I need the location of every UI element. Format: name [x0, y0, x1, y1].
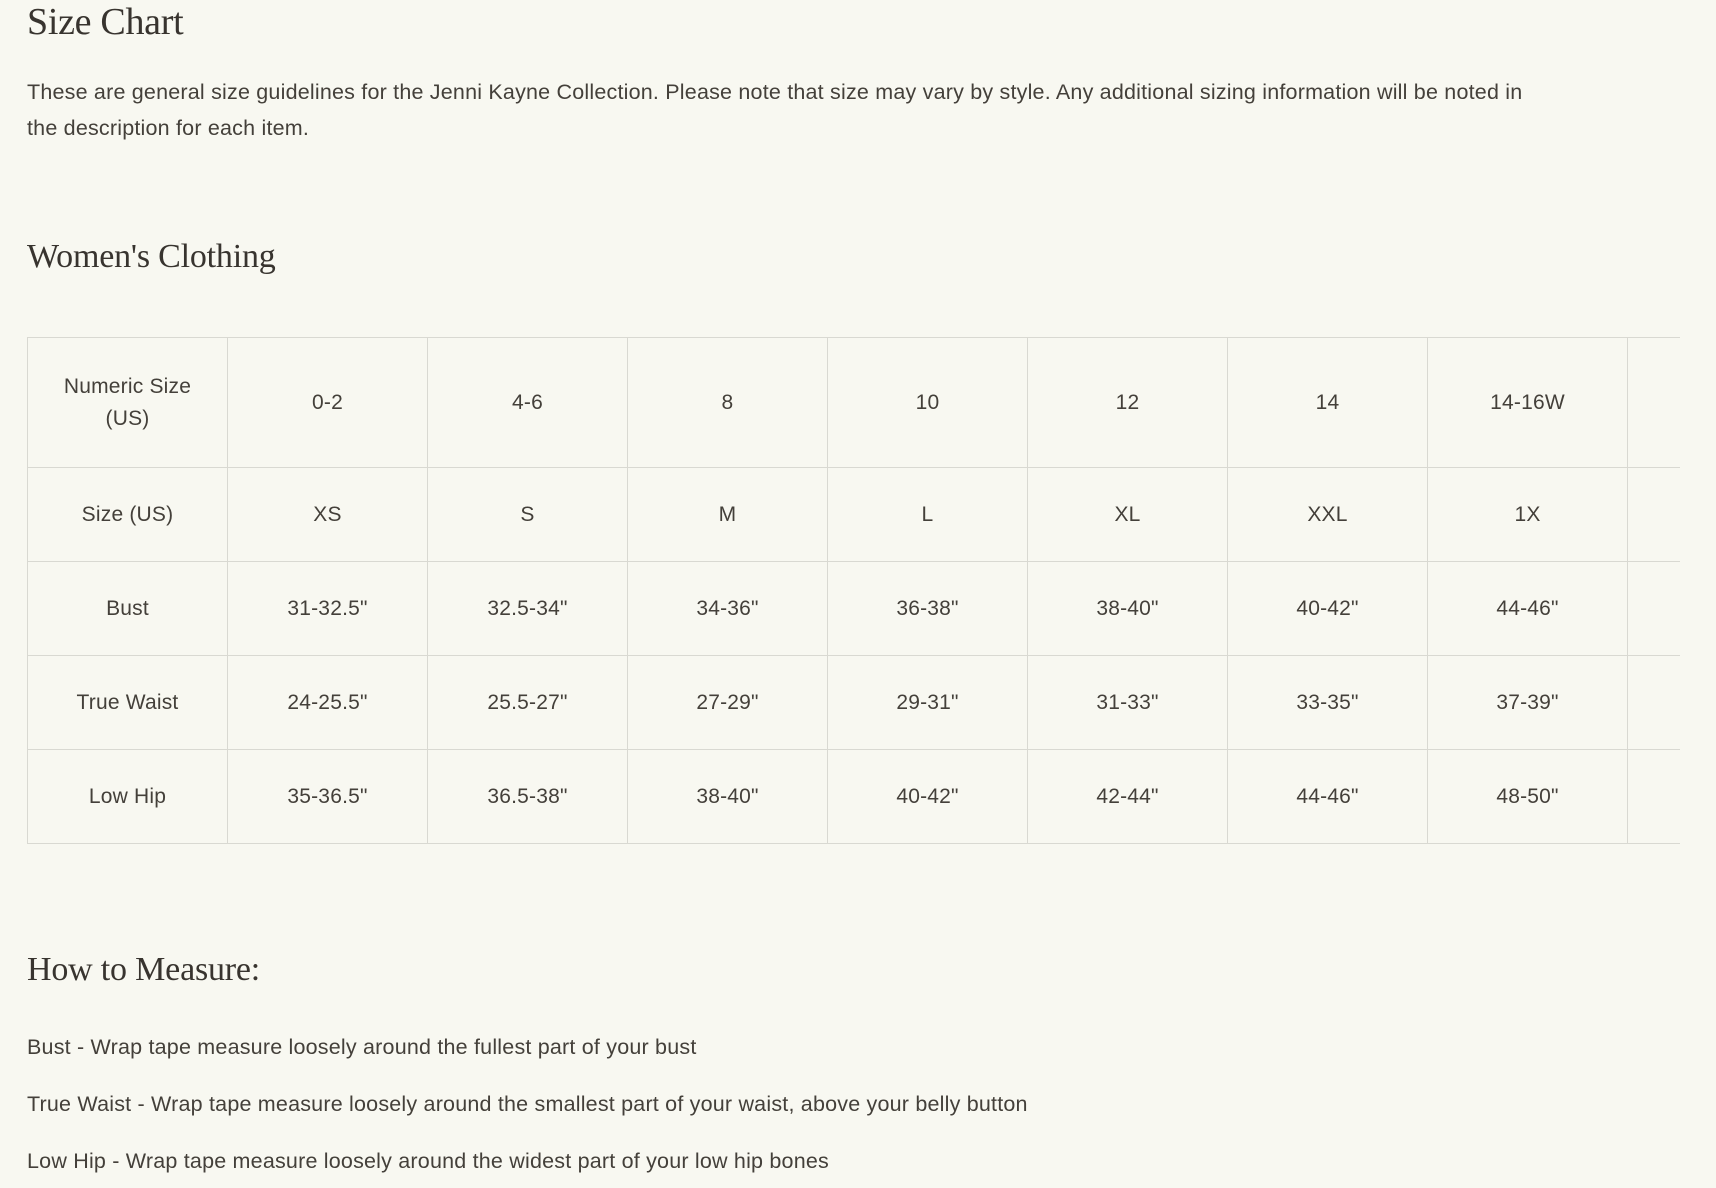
size-value-cell: XL [1027, 467, 1228, 562]
size-value-cell: 27-29" [627, 655, 828, 750]
size-value-cell: L [827, 467, 1028, 562]
size-value-cell: 1X [1427, 467, 1628, 562]
size-value-cell: 35-36.5" [227, 749, 428, 844]
size-value-cell: 10 [827, 337, 1028, 468]
section-heading-womens-clothing: Women's Clothing [27, 238, 276, 275]
size-value-cell: 14 [1227, 337, 1428, 468]
measure-instruction-bust: Bust - Wrap tape measure loosely around … [27, 1035, 697, 1059]
section-heading-how-to-measure: How to Measure: [27, 951, 261, 988]
size-value-cell: 36-38" [827, 561, 1028, 656]
size-table-container: Numeric Size (US) 0-2 4-6 8 10 12 14 14-16W Size… [27, 337, 1680, 844]
table-row: True Waist 24-25.5" 25.5-27" 27-29" 29-31" 31… [27, 655, 1680, 750]
size-value-cell: 32.5-34" [427, 561, 628, 656]
size-value-cell: M [627, 467, 828, 562]
size-value-cell [1627, 749, 1680, 844]
size-value-cell: XS [227, 467, 428, 562]
size-value-cell: 38-40" [627, 749, 828, 844]
intro-text: These are general size guidelines for th… [27, 80, 1523, 140]
size-value-cell [1627, 337, 1680, 468]
size-value-cell: 40-42" [827, 749, 1028, 844]
size-value-cell: 44-46" [1427, 561, 1628, 656]
womens-size-table-body: Numeric Size (US) 0-2 4-6 8 10 12 14 14-16W Size… [27, 337, 1680, 844]
size-value-cell: 36.5-38" [427, 749, 628, 844]
table-row: Size (US) XS S M L XL XXL 1X [27, 467, 1680, 562]
table-row: Low Hip 35-36.5" 36.5-38" 38-40" 40-42" 42-44… [27, 749, 1680, 844]
row-label-cell: Bust [27, 561, 228, 656]
size-value-cell: 31-32.5" [227, 561, 428, 656]
page-title: Size Chart [27, 1, 184, 43]
size-value-cell [1627, 467, 1680, 562]
size-value-cell: 8 [627, 337, 828, 468]
size-value-cell: 14-16W [1427, 337, 1628, 468]
size-value-cell: 37-39" [1427, 655, 1628, 750]
table-row: Numeric Size (US) 0-2 4-6 8 10 12 14 14-16W [27, 337, 1680, 468]
measure-instruction-true-waist: True Waist - Wrap tape measure loosely a… [27, 1092, 1028, 1116]
size-value-cell: 29-31" [827, 655, 1028, 750]
table-row: Bust 31-32.5" 32.5-34" 34-36" 36-38" 38-40" 40… [27, 561, 1680, 656]
row-label-cell: Low Hip [27, 749, 228, 844]
womens-size-table: Numeric Size (US) 0-2 4-6 8 10 12 14 14-16W Size… [27, 337, 1680, 844]
size-value-cell: 48-50" [1427, 749, 1628, 844]
size-value-cell [1627, 655, 1680, 750]
size-value-cell: 33-35" [1227, 655, 1428, 750]
size-value-cell [1627, 561, 1680, 656]
row-label-cell: Numeric Size (US) [27, 337, 228, 468]
size-value-cell: 0-2 [227, 337, 428, 468]
size-value-cell: S [427, 467, 628, 562]
size-value-cell: 24-25.5" [227, 655, 428, 750]
measure-instructions: Bust - Wrap tape measure loosely around … [27, 1034, 1716, 1174]
size-value-cell: 42-44" [1027, 749, 1228, 844]
size-value-cell: 38-40" [1027, 561, 1228, 656]
size-value-cell: 12 [1027, 337, 1228, 468]
row-label-cell: Size (US) [27, 467, 228, 562]
row-label-cell: True Waist [27, 655, 228, 750]
size-value-cell: 25.5-27" [427, 655, 628, 750]
measure-instruction-low-hip: Low Hip - Wrap tape measure loosely arou… [27, 1149, 829, 1173]
size-value-cell: 4-6 [427, 337, 628, 468]
size-value-cell: XXL [1227, 467, 1428, 562]
size-value-cell: 40-42" [1227, 561, 1428, 656]
size-value-cell: 44-46" [1227, 749, 1428, 844]
size-value-cell: 34-36" [627, 561, 828, 656]
size-value-cell: 31-33" [1027, 655, 1228, 750]
